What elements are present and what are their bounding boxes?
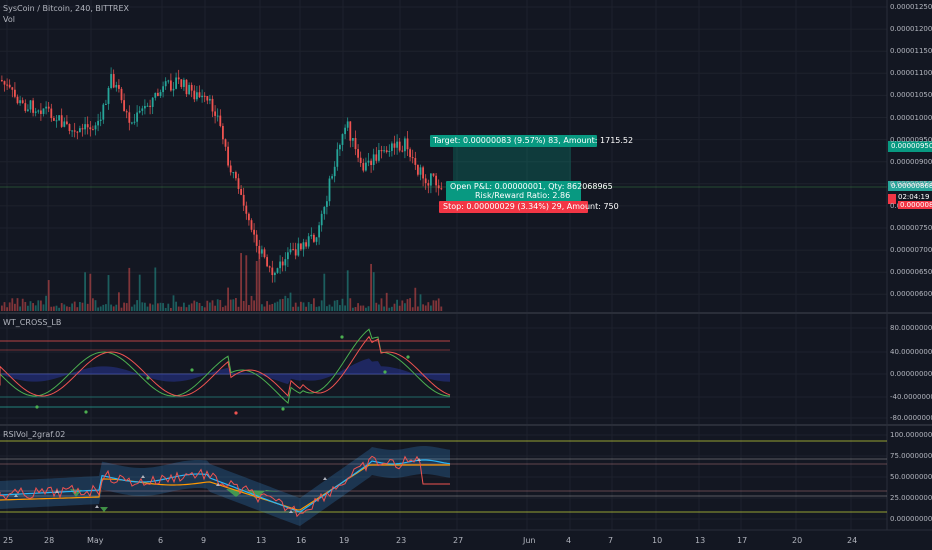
price-axis-tick: 0.00001250 <box>890 3 932 11</box>
time-axis-tick: 17 <box>737 536 748 545</box>
rsi-axis-tick: 0.00000000 <box>890 515 932 523</box>
time-axis-tick: 20 <box>792 536 803 545</box>
stop-price-tag-edge <box>888 194 896 204</box>
rsi-axis-tick: 75.00000000 <box>890 452 932 460</box>
rsi-legend[interactable]: RSIVol_2graf.02 <box>3 430 66 439</box>
rsi-raw-line <box>0 455 450 518</box>
rsi-axis-tick: 50.00000000 <box>890 473 932 481</box>
time-axis-tick: 19 <box>339 536 350 545</box>
time-axis-tick: 4 <box>566 536 572 545</box>
volume-bars <box>1 251 443 311</box>
wt-axis-tick: -80.00000000 <box>890 414 932 422</box>
rsi-axis-tick: 100.00000000 <box>890 431 932 439</box>
target-label[interactable]: Target: 0.00000083 (9.57%) 83, Amount: 1… <box>433 136 634 145</box>
price-axis-tick: 0.00000700 <box>890 246 932 255</box>
price-axis-tick: 0.00000850 <box>890 179 932 188</box>
stop-price-tag: 0.00000838 <box>898 201 932 209</box>
stop-label[interactable]: Stop: 0.00000029 (3.34%) 29, Amount: 750 <box>443 202 619 211</box>
target-price-tag: 0.00000950 <box>891 142 932 150</box>
wt-axis-tick: 0.00000000 <box>890 370 932 378</box>
pnl-label-bg <box>446 181 581 202</box>
wt-histogram <box>0 358 450 385</box>
countdown-tag-bg <box>888 191 932 201</box>
time-axis-tick: 7 <box>608 536 614 545</box>
volume-legend[interactable]: Vol <box>3 15 15 24</box>
current-price-tag-bg <box>888 181 932 191</box>
wt-cross-dots <box>35 335 410 415</box>
price-axis-tick: 0.00001050 <box>890 91 932 100</box>
time-axis-tick: 28 <box>44 536 55 545</box>
price-axis-tick: 0.00000600 <box>890 290 932 299</box>
price-axis-tick: 0.00000900 <box>890 157 932 166</box>
time-axis-tick: 16 <box>296 536 307 545</box>
time-axis-tick: May <box>87 536 104 545</box>
price-axis-tick: 0.00001150 <box>890 47 932 56</box>
time-axis-tick: 13 <box>256 536 267 545</box>
rsi-cross-marks <box>14 458 421 513</box>
wt1-line <box>0 328 451 404</box>
price-axis-tick: 0.00001100 <box>890 69 932 78</box>
rsi-smoothed-line <box>0 459 451 513</box>
price-axis-tick: 0.00000750 <box>890 224 932 232</box>
wt-axis-tick: 80.00000000 <box>890 324 932 332</box>
time-axis-tick: 13 <box>695 536 706 545</box>
time-axis-tick: 9 <box>201 536 207 545</box>
rsi-green-fill <box>70 489 280 512</box>
stop-label-bg <box>439 201 588 213</box>
wt-axis-tick: -40.00000000 <box>890 393 932 401</box>
time-axis-tick: 10 <box>652 536 663 545</box>
time-axis-tick: 23 <box>396 536 407 545</box>
symbol-legend[interactable]: SysCoin / Bitcoin, 240, BITTREX <box>3 4 129 13</box>
time-axis-tick: 25 <box>3 536 14 545</box>
countdown-tag: 02:04:19 <box>898 193 930 201</box>
wt-axis-tick: 40.00000000 <box>890 348 932 356</box>
risk-reward-label: Risk/Reward Ratio: 2.86 <box>475 191 571 200</box>
time-axis-tick: Jun <box>523 536 536 545</box>
wt2-line <box>0 335 451 397</box>
wt-legend[interactable]: WT_CROSS_LB <box>3 318 62 327</box>
rsi-axis-tick: 25.00000000 <box>890 494 932 502</box>
time-axis-tick: 24 <box>847 536 858 545</box>
candlestick-series[interactable] <box>1 67 443 283</box>
price-axis-tick: 0.00000650 <box>890 268 932 277</box>
current-price-tag: 0.00000868 <box>891 182 932 190</box>
target-label-bg <box>430 135 597 147</box>
time-axis-tick: 27 <box>453 536 464 545</box>
price-axis-tick: 0.00001000 <box>890 113 932 122</box>
time-axis-tick: 6 <box>158 536 164 545</box>
target-price-tag-bg <box>888 141 932 152</box>
open-pnl-label[interactable]: Open P&L: 0.00000001, Qty: 862068965 <box>450 182 613 191</box>
rsi-signal-line <box>0 464 450 511</box>
price-axis-tick: 0.00001200 <box>890 25 932 34</box>
price-axis-tick: 0.00000950 <box>890 135 932 144</box>
